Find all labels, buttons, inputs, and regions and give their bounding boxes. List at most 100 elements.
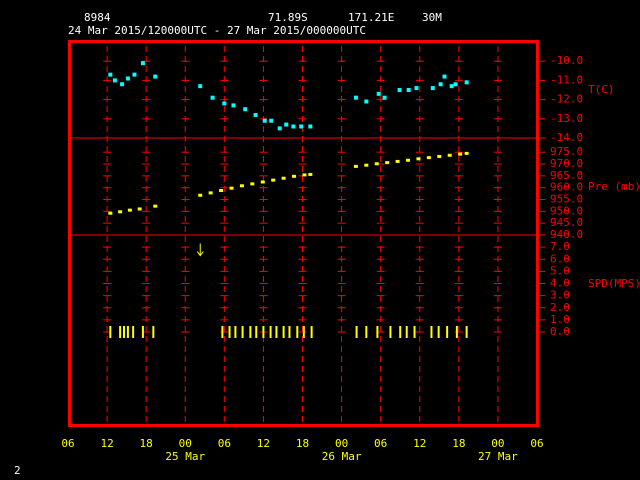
temperature-point	[262, 118, 267, 123]
axis-label: T(C)	[588, 83, 615, 96]
pressure-point	[208, 191, 213, 195]
pressure-point	[137, 207, 142, 211]
x-tick-label: 18	[296, 437, 309, 450]
temperature-point	[269, 118, 274, 123]
y-tick-label: -14.0	[550, 131, 583, 144]
temperature-point	[442, 74, 447, 79]
y-tick-label: 955.0	[550, 193, 583, 206]
x-tick-label: 06	[374, 437, 387, 450]
pressure-point	[447, 153, 452, 157]
temperature-point	[397, 88, 402, 92]
date-label: 26 Mar	[322, 450, 362, 463]
temperature-point	[353, 95, 358, 100]
temperature-point	[284, 122, 289, 127]
pressure-point	[229, 186, 234, 190]
temperature-point	[140, 61, 145, 66]
pressure-point	[308, 172, 313, 176]
y-tick-label: 975.0	[550, 145, 583, 158]
pressure-point	[127, 208, 132, 212]
temperature-point	[438, 82, 443, 87]
pressure-point	[271, 178, 276, 182]
temperature-point	[376, 91, 381, 96]
temperature-point	[382, 95, 387, 100]
temperature-point	[231, 103, 236, 108]
temperature-point	[120, 82, 125, 87]
y-tick-label: 6.0	[550, 252, 570, 265]
pressure-point	[239, 184, 244, 188]
latitude: 71.89S	[268, 11, 308, 24]
y-tick-label: -10.0	[550, 54, 583, 67]
y-tick-label: 3.0	[550, 289, 570, 302]
temperature-point	[243, 107, 248, 112]
pressure-point	[464, 151, 469, 155]
y-tick-label: 5.0	[550, 264, 570, 277]
temperature-point	[112, 78, 117, 83]
x-tick-label: 12	[100, 437, 113, 450]
x-tick-label: 18	[140, 437, 153, 450]
temperature-point	[291, 124, 296, 129]
y-tick-label: -13.0	[550, 112, 583, 125]
pressure-point	[364, 163, 369, 167]
x-tick-label: 12	[257, 437, 270, 450]
pressure-point	[198, 193, 203, 197]
x-tick-label: 00	[491, 437, 504, 450]
y-tick-label: 0.0	[550, 325, 570, 338]
axis-label: SPD(MPS)	[588, 277, 640, 290]
pressure-point	[153, 204, 158, 208]
pressure-point	[437, 154, 442, 158]
pressure-point	[426, 156, 431, 160]
x-tick-label: 06	[218, 437, 231, 450]
y-tick-label: -12.0	[550, 93, 583, 106]
period: 24 Mar 2015/120000UTC - 27 Mar 2015/0000…	[68, 24, 366, 37]
y-tick-label: 950.0	[550, 204, 583, 217]
y-tick-label: 4.0	[550, 277, 570, 290]
temperature-point	[222, 101, 227, 106]
temperature-point	[308, 124, 313, 129]
x-tick-label: 00	[179, 437, 192, 450]
pressure-point	[458, 152, 463, 156]
frame	[68, 40, 539, 427]
temperature-point	[464, 80, 469, 85]
temperature-point	[406, 88, 411, 92]
temperature-point	[153, 74, 158, 79]
temperature-point	[253, 112, 258, 117]
station: 8984	[84, 11, 111, 24]
x-tick-label: 00	[335, 437, 348, 450]
pressure-point	[260, 180, 265, 184]
date-label: 25 Mar	[165, 450, 205, 463]
longitude: 171.21E	[348, 11, 394, 24]
pressure-point	[416, 157, 421, 161]
temperature-point	[449, 84, 454, 89]
axis-label: Pre (mb)	[588, 180, 640, 193]
temperature-point	[364, 99, 369, 104]
wind-arrow	[196, 243, 204, 257]
y-tick-label: 940.0	[550, 228, 583, 241]
pressure-point	[219, 189, 224, 193]
x-tick-label: 18	[452, 437, 465, 450]
pressure-point	[250, 182, 255, 186]
y-tick-label: 960.0	[550, 181, 583, 194]
temperature-point	[277, 126, 282, 131]
y-tick-label: 970.0	[550, 157, 583, 170]
pressure-point	[292, 174, 297, 178]
page-number: 2	[14, 464, 21, 477]
date-label: 27 Mar	[478, 450, 518, 463]
x-tick-label: 12	[413, 437, 426, 450]
elevation: 30M	[422, 11, 442, 24]
pressure-point	[374, 162, 379, 166]
pressure-point	[395, 159, 400, 163]
pressure-point	[108, 211, 113, 215]
temperature-point	[453, 82, 458, 87]
pressure-point	[118, 210, 123, 214]
pressure-point	[302, 173, 307, 177]
temperature-point	[198, 84, 203, 89]
pressure-point	[385, 161, 390, 165]
temperature-point	[108, 72, 113, 77]
x-tick-label: 06	[61, 437, 74, 450]
temperature-point	[299, 124, 304, 129]
pressure-point	[406, 158, 411, 162]
y-tick-label: -11.0	[550, 73, 583, 86]
pressure-point	[281, 176, 286, 180]
y-tick-label: 965.0	[550, 169, 583, 182]
